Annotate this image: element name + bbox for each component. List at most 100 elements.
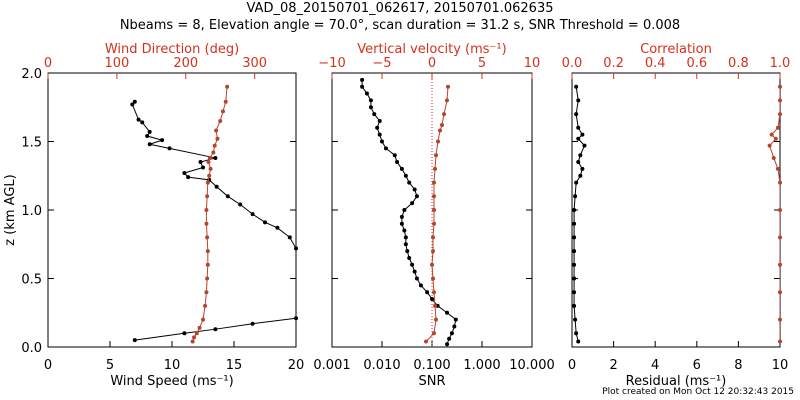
panel-1-bottom-tick-label: 10 xyxy=(164,358,181,373)
panel-3-series-2-point xyxy=(778,208,782,212)
panel-3-series-2-point xyxy=(778,290,782,295)
panel-3-bottom-tick-label: 10 xyxy=(772,358,789,373)
panel-1-series-1-point xyxy=(147,129,152,134)
panel-2-top-tick-label: 0 xyxy=(428,56,436,71)
panel-2-series-1-point xyxy=(449,331,454,336)
panel-3-series-1-point xyxy=(578,153,583,158)
y-tick-label: 1.5 xyxy=(21,136,42,151)
panel-3-series-1-point xyxy=(574,180,579,185)
y-tick-label: 0.5 xyxy=(21,273,42,288)
panel-1-bottom-axis-title: Wind Speed (ms⁻¹) xyxy=(110,374,233,389)
panel-2-series-2-point xyxy=(438,128,442,133)
panel-3-series-1-point xyxy=(576,125,581,130)
panel-3-series-1-point xyxy=(576,339,581,344)
panel-2-series-1-point xyxy=(403,173,408,178)
panel-1-series-1-point xyxy=(186,175,191,180)
panel-3-bottom-tick-label: 6 xyxy=(693,358,701,373)
panel-2-bottom-tick-label: 10.000 xyxy=(509,358,555,373)
panel-1-series-1-point xyxy=(294,246,298,251)
panel-2-series-1-point xyxy=(414,194,419,199)
panel-1-series-2-point xyxy=(205,276,210,281)
panel-2-series-1-point xyxy=(452,324,457,329)
panel-2-series-1-point xyxy=(395,160,400,165)
panel-2-series-1-point xyxy=(399,214,404,219)
panel-1-series-2-point xyxy=(197,325,202,330)
chart-subtitle: Nbeams = 8, Elevation angle = 70.0°, sca… xyxy=(119,18,681,33)
panel-2-series-2-point xyxy=(434,153,438,158)
panel-1-series-1-point xyxy=(130,102,135,107)
panel-1-top-tick-label: 0 xyxy=(44,56,52,71)
panel-1-series-1-point xyxy=(287,235,292,240)
panel-2-series-1-point xyxy=(402,208,407,212)
panel-1-series-1-point xyxy=(198,160,203,165)
panel-2-series-2-line xyxy=(425,86,449,342)
panel-1-series-1-point xyxy=(250,321,255,326)
panel-2-top-axis-title: Vertical velocity (ms⁻¹) xyxy=(357,42,506,57)
panel-2-bottom-tick-label: 0.010 xyxy=(363,358,400,373)
chart-title: VAD_08_20150701_062617, 20150701.062635 xyxy=(246,1,554,16)
panel-1-series-2-point xyxy=(192,335,197,340)
panel-2-series-2-point xyxy=(433,166,437,171)
panel-3-bottom-tick-label: 4 xyxy=(651,358,659,373)
panel-3-series-2-point xyxy=(773,136,778,141)
panel-3-top-tick-label: 0.2 xyxy=(603,56,624,71)
panel-2-top-tick-label: −10 xyxy=(318,56,345,71)
panel-1-series-2-point xyxy=(204,208,209,212)
panel-1-top-tick-label: 300 xyxy=(242,56,267,71)
panel-1-series-1-point xyxy=(167,146,172,151)
panel-2-series-2-point xyxy=(446,84,450,89)
panel-1-series-1-point xyxy=(263,220,267,225)
panel-1-series-2-point xyxy=(204,290,209,295)
panel-3-series-2-point xyxy=(778,84,782,89)
panel-2-series-1-point xyxy=(405,249,410,254)
panel-2-series-1-point xyxy=(402,228,407,233)
y-axis-title: z (km AGL) xyxy=(3,174,18,245)
panel-1-top-tick-label: 100 xyxy=(104,56,129,71)
panel-2-series-1-point xyxy=(407,255,412,260)
panel-3-series-1-point xyxy=(574,331,579,336)
panel-1-series-2-point xyxy=(215,136,220,141)
panel-2-series-2-point xyxy=(433,303,437,308)
panel-3-series-2-point xyxy=(778,235,782,240)
panel-2-bottom-axis-title: SNR xyxy=(418,374,445,389)
panel-2-series-1-point xyxy=(412,269,417,274)
panel-3-series-1-point xyxy=(576,160,581,165)
panel-3-series-2-point xyxy=(778,339,782,344)
panel-3-bottom-tick-label: 8 xyxy=(734,358,742,373)
panel-3-series-1-point xyxy=(574,84,579,89)
panel-3-frame xyxy=(571,72,781,348)
panel-2-series-2-point xyxy=(442,112,446,117)
panel-2-bottom-tick-label: 1.000 xyxy=(463,358,500,373)
panel-3-top-tick-label: 0.8 xyxy=(728,56,749,71)
panel-1-series-2-point xyxy=(218,118,223,123)
panel-1-series-2-point xyxy=(190,339,195,344)
panel-2-series-1-point xyxy=(410,201,415,206)
panel-3-series-2-point xyxy=(778,317,782,322)
panel-2-series-1-point xyxy=(418,283,423,288)
panel-1-bottom-tick-label: 5 xyxy=(106,358,114,373)
panel-1-series-2-point xyxy=(211,150,216,155)
panel-2-series-2-point xyxy=(445,98,449,103)
panel-2-series-2-point xyxy=(432,180,436,185)
panel-2-series-1-point xyxy=(410,262,415,267)
panel-1-series-2-point xyxy=(201,317,205,322)
panel-2-series-1-point xyxy=(412,187,417,192)
panel-1-series-2-point xyxy=(207,173,212,178)
panel-2-series-2-point xyxy=(432,331,436,336)
panel-1-series-2-point xyxy=(223,99,228,104)
panel-1-series-2-point xyxy=(212,143,217,148)
panel-1-series-2-point xyxy=(194,331,199,336)
panel-2-series-1-point xyxy=(407,180,412,185)
panel-1-series-1-point xyxy=(132,99,137,104)
panel-2-series-1-point xyxy=(399,221,404,226)
panel-2-series-1-point xyxy=(372,112,377,117)
panel-2-series-1-point xyxy=(360,84,365,89)
panel-3-top-tick-label: 0.4 xyxy=(645,56,666,71)
panel-2-top-tick-label: 10 xyxy=(524,56,541,71)
panel-1-series-2-point xyxy=(206,160,211,165)
panel-3-series-1-point xyxy=(572,249,577,254)
panel-3-series-1-point xyxy=(574,112,579,117)
panel-3-series-1-point xyxy=(582,143,587,148)
panel-2-series-1-point xyxy=(430,297,434,302)
panel-1-series-1-point xyxy=(225,194,230,199)
